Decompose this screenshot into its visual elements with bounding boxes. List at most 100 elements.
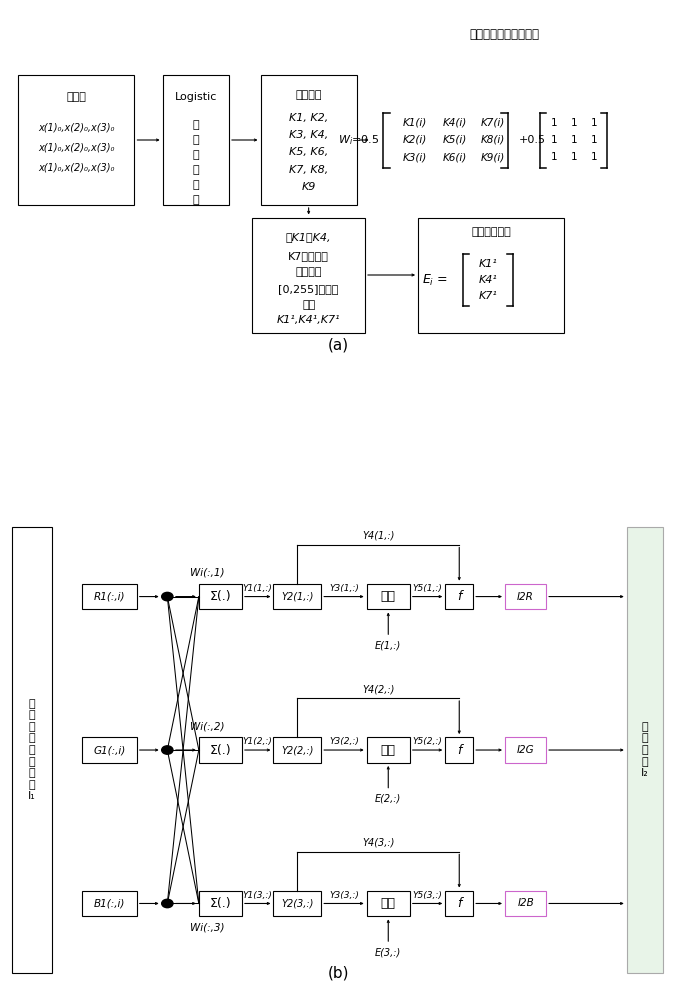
- Text: f: f: [457, 590, 462, 603]
- Text: 量: 量: [192, 120, 199, 130]
- Text: Y3(2,:): Y3(2,:): [329, 737, 359, 746]
- Text: f: f: [457, 744, 462, 757]
- Text: x(1)₀,x(2)₀,x(3)₀: x(1)₀,x(2)₀,x(3)₀: [38, 162, 114, 172]
- Text: 1: 1: [590, 152, 597, 162]
- Text: 统: 统: [192, 195, 199, 205]
- Text: K9: K9: [301, 182, 316, 192]
- Text: Σ(.): Σ(.): [210, 590, 232, 603]
- FancyBboxPatch shape: [367, 891, 410, 916]
- Text: 将K1，K4,: 将K1，K4,: [286, 232, 332, 242]
- FancyBboxPatch shape: [445, 584, 473, 609]
- Text: E(2,:): E(2,:): [375, 794, 401, 804]
- Text: Logistic: Logistic: [175, 93, 217, 103]
- Text: I2R: I2R: [517, 592, 534, 602]
- FancyBboxPatch shape: [627, 527, 663, 973]
- Text: R1(:,i): R1(:,i): [94, 592, 125, 602]
- Text: 序列: 序列: [302, 300, 315, 310]
- Text: G1(:,i): G1(:,i): [93, 745, 126, 755]
- Text: 1: 1: [551, 117, 557, 127]
- Text: 组成扩散序列: 组成扩散序列: [471, 228, 511, 237]
- Text: Σ(.): Σ(.): [210, 744, 232, 757]
- FancyBboxPatch shape: [162, 75, 229, 205]
- Text: 1: 1: [571, 135, 577, 145]
- Text: K4(i): K4(i): [443, 117, 466, 127]
- Text: K3, K4,: K3, K4,: [289, 130, 328, 140]
- Text: K1, K2,: K1, K2,: [289, 112, 328, 122]
- Text: Wi(:,2): Wi(:,2): [190, 721, 224, 731]
- Text: 异或: 异或: [380, 590, 396, 603]
- Text: x(1)₀,x(2)₀,x(3)₀: x(1)₀,x(2)₀,x(3)₀: [38, 122, 114, 132]
- Text: +0.5: +0.5: [519, 135, 546, 145]
- Text: 子: 子: [192, 135, 199, 145]
- Text: Y1(3,:): Y1(3,:): [243, 891, 273, 900]
- FancyBboxPatch shape: [83, 891, 137, 916]
- Text: Y5(2,:): Y5(2,:): [413, 737, 443, 746]
- Text: Σ(.): Σ(.): [210, 897, 232, 910]
- FancyBboxPatch shape: [367, 737, 410, 763]
- Text: 加
密
图
像
I₂: 加 密 图 像 I₂: [641, 722, 649, 778]
- FancyBboxPatch shape: [261, 75, 357, 205]
- FancyBboxPatch shape: [505, 584, 546, 609]
- Circle shape: [162, 899, 173, 908]
- Text: K5(i): K5(i): [443, 135, 466, 145]
- Text: 异或: 异或: [380, 897, 396, 910]
- Text: K7转化为元: K7转化为元: [288, 251, 329, 261]
- Circle shape: [162, 592, 173, 601]
- Text: (a): (a): [328, 338, 349, 353]
- Text: K2(i): K2(i): [403, 135, 427, 145]
- Circle shape: [162, 746, 173, 754]
- Text: f: f: [457, 897, 462, 910]
- Text: $W_i$=0.5: $W_i$=0.5: [338, 133, 380, 147]
- Text: 1: 1: [571, 152, 577, 162]
- Text: 异或: 异或: [380, 744, 396, 757]
- FancyBboxPatch shape: [274, 891, 322, 916]
- FancyBboxPatch shape: [83, 737, 137, 763]
- Text: K9(i): K9(i): [480, 152, 504, 162]
- FancyBboxPatch shape: [367, 584, 410, 609]
- Text: E(1,:): E(1,:): [375, 640, 401, 650]
- Text: K1¹: K1¹: [479, 259, 497, 269]
- Text: K7¹: K7¹: [479, 291, 497, 301]
- Text: Y2(2,:): Y2(2,:): [281, 745, 313, 755]
- Text: K4¹: K4¹: [479, 275, 497, 285]
- FancyBboxPatch shape: [83, 584, 137, 609]
- FancyBboxPatch shape: [274, 737, 322, 763]
- Text: 1: 1: [590, 117, 597, 127]
- Text: Y5(1,:): Y5(1,:): [413, 584, 443, 593]
- Text: Wi(:,1): Wi(:,1): [190, 568, 224, 578]
- Text: Y3(3,:): Y3(3,:): [329, 891, 359, 900]
- Text: 初始值: 初始值: [66, 93, 87, 103]
- FancyBboxPatch shape: [505, 891, 546, 916]
- FancyBboxPatch shape: [199, 584, 242, 609]
- Text: E(3,:): E(3,:): [375, 947, 401, 957]
- Text: $E_i$ =: $E_i$ =: [422, 272, 448, 288]
- FancyBboxPatch shape: [199, 737, 242, 763]
- FancyBboxPatch shape: [253, 218, 365, 332]
- Text: Y1(2,:): Y1(2,:): [243, 737, 273, 746]
- Text: Y1(1,:): Y1(1,:): [243, 584, 273, 593]
- Text: Y4(3,:): Y4(3,:): [362, 838, 395, 848]
- FancyBboxPatch shape: [18, 75, 135, 205]
- Text: Y2(3,:): Y2(3,:): [281, 898, 313, 908]
- Text: K6(i): K6(i): [443, 152, 466, 162]
- Text: 混: 混: [192, 150, 199, 160]
- Text: 置
乱
后
的
彩
色
图
像
I₁: 置 乱 后 的 彩 色 图 像 I₁: [28, 699, 36, 801]
- Text: (b): (b): [328, 965, 349, 980]
- FancyBboxPatch shape: [199, 891, 242, 916]
- Text: 1: 1: [551, 152, 557, 162]
- Text: 1: 1: [590, 135, 597, 145]
- Text: Y2(1,:): Y2(1,:): [281, 592, 313, 602]
- Text: B1(:,i): B1(:,i): [94, 898, 125, 908]
- Text: 素大小在: 素大小在: [295, 267, 322, 277]
- Text: 系: 系: [192, 180, 199, 190]
- Text: Y5(3,:): Y5(3,:): [413, 891, 443, 900]
- Text: I2B: I2B: [517, 898, 534, 908]
- Text: K8(i): K8(i): [480, 135, 504, 145]
- Text: Y3(1,:): Y3(1,:): [329, 584, 359, 593]
- FancyBboxPatch shape: [12, 527, 52, 973]
- FancyBboxPatch shape: [445, 737, 473, 763]
- Text: 1: 1: [551, 135, 557, 145]
- Text: I2G: I2G: [517, 745, 534, 755]
- Text: Y4(1,:): Y4(1,:): [362, 531, 395, 541]
- Text: [0,255]之内的: [0,255]之内的: [278, 284, 338, 294]
